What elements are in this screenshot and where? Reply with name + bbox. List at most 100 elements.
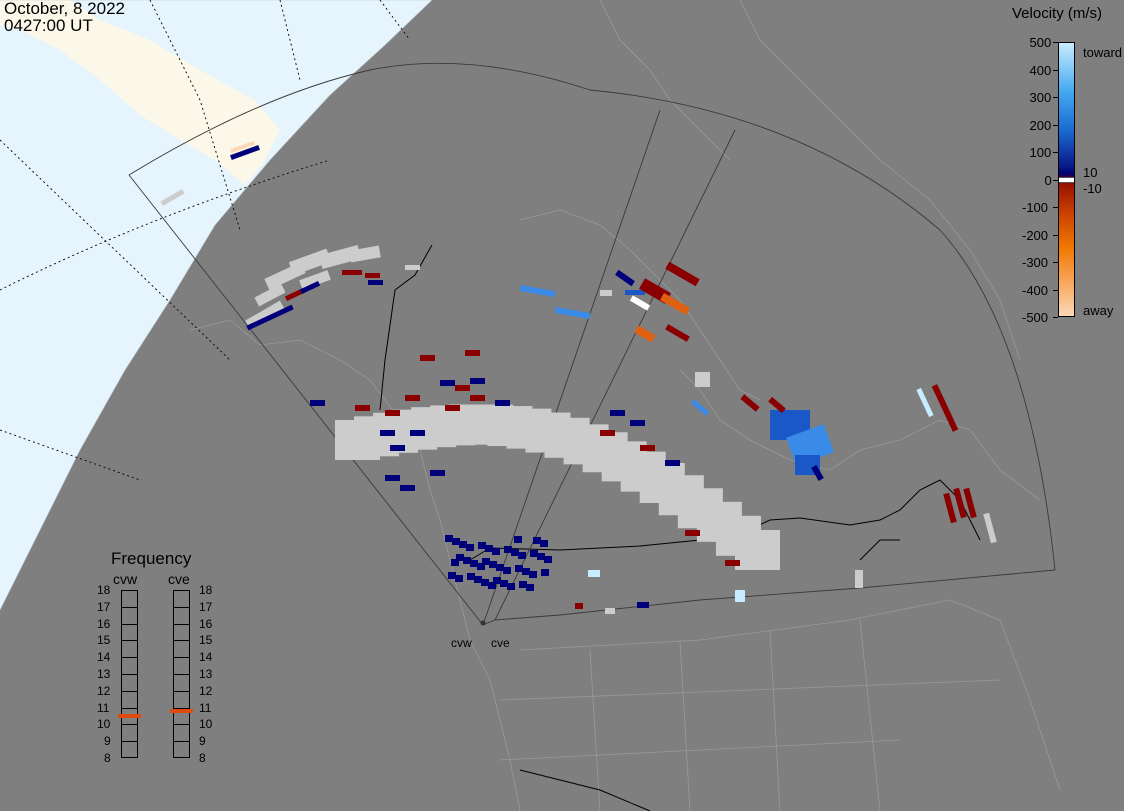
- velocity-cell: [554, 307, 591, 319]
- velocity-cell: [529, 571, 537, 578]
- colorbar-tick-mark: [1053, 289, 1058, 291]
- frequency-grid-line: [121, 741, 138, 743]
- velocity-cell: [448, 572, 456, 579]
- frequency-tick-left: 15: [97, 633, 111, 648]
- velocity-cell: [400, 485, 415, 491]
- velocity-cell: [488, 582, 496, 589]
- velocity-cell: [385, 475, 400, 481]
- velocity-cell: [665, 261, 700, 287]
- velocity-cell: [470, 378, 485, 384]
- velocity-cell: [385, 410, 400, 416]
- frequency-tick-right: 17: [199, 599, 213, 614]
- velocity-cell: [931, 384, 959, 432]
- colorbar: [1058, 42, 1075, 317]
- colorbar-tick-label: 400: [1029, 62, 1052, 78]
- colorbar-tick-mark: [1053, 262, 1058, 263]
- velocity-cell: [470, 560, 478, 567]
- frequency-grid-line: [173, 690, 190, 692]
- velocity-cell: [440, 380, 455, 386]
- velocity-cell: [943, 492, 957, 524]
- velocity-cell: [299, 281, 321, 294]
- frequency-grid-line: [121, 707, 138, 709]
- colorbar-tick-mark: [1053, 152, 1058, 153]
- velocity-cell: [735, 590, 745, 602]
- velocity-cell: [600, 290, 612, 296]
- frequency-tick-left: 11: [97, 700, 110, 715]
- velocity-cell: [482, 558, 490, 565]
- velocity-cell: [230, 145, 260, 160]
- velocity-cell: [463, 557, 471, 564]
- velocity-cell: [459, 541, 467, 548]
- frequency-tick-left: 10: [97, 717, 111, 732]
- velocity-cell: [495, 400, 510, 406]
- velocity-cell: [640, 445, 655, 451]
- radar-site-label-cvw: cvw: [451, 636, 472, 650]
- time-label: 0427:00 UT: [4, 16, 93, 35]
- frequency-grid-line: [173, 623, 190, 625]
- velocity-cell: [634, 325, 656, 343]
- velocity-cell: [254, 283, 286, 307]
- frequency-grid-line: [173, 640, 190, 642]
- frequency-grid-line: [173, 724, 190, 726]
- velocity-cell: [515, 565, 523, 572]
- velocity-cell: [695, 372, 710, 387]
- velocity-cell: [685, 530, 700, 536]
- velocity-cell: [420, 355, 435, 361]
- colorbar-tick-label: -300: [1022, 255, 1049, 270]
- frequency-grid-line: [173, 657, 190, 659]
- velocity-cell: [445, 405, 460, 411]
- velocity-cell: [300, 260, 308, 265]
- frequency-grid-line: [173, 674, 190, 675]
- colorbar-tick-label: -100: [1022, 200, 1049, 215]
- frequency-tick-left: 17: [97, 599, 111, 614]
- velocity-cell: [625, 290, 645, 295]
- velocity-cell: [299, 270, 331, 290]
- velocity-cell: [983, 512, 997, 544]
- velocity-cell: [530, 550, 538, 557]
- velocity-cell: [665, 324, 690, 342]
- velocity-cell: [522, 568, 530, 575]
- velocity-cell: [514, 536, 522, 543]
- velocity-cells: [160, 140, 997, 614]
- colorbar-zero-band: [1059, 177, 1074, 183]
- borders: [379, 244, 981, 811]
- velocity-cell: [630, 420, 645, 426]
- frequency-title: Frequency: [111, 549, 192, 568]
- frequency-grid-line: [173, 606, 190, 608]
- frequency-radar-label-cvw: cvw: [113, 571, 138, 587]
- velocity-cell: [600, 430, 615, 436]
- frequency-tick-right: 8: [199, 751, 206, 765]
- velocity-cell: [665, 460, 680, 466]
- velocity-cell: [451, 559, 459, 566]
- velocity-cell: [445, 535, 453, 542]
- frequency-tick-right: 18: [199, 583, 213, 597]
- velocity-cell: [342, 270, 362, 275]
- frequency-grid-line: [121, 606, 138, 608]
- velocity-cell: [637, 602, 649, 608]
- velocity-cell: [455, 575, 463, 582]
- frequency-grid-line: [121, 640, 138, 642]
- velocity-cell: [310, 400, 325, 406]
- frequency-grid-line: [173, 741, 190, 743]
- velocity-cell: [511, 549, 519, 556]
- timestamp: October, 8 2022 0427:00 UT: [4, 0, 125, 34]
- velocity-cell: [368, 280, 383, 285]
- negative-threshold-label: -10: [1083, 181, 1102, 196]
- frequency-tick-right: 15: [199, 633, 213, 648]
- velocity-cell: [500, 580, 508, 587]
- velocity-cell: [519, 581, 527, 588]
- radar-site-label-cve: cve: [491, 636, 510, 650]
- colorbar-tick-mark: [1053, 69, 1058, 71]
- velocity-cell: [575, 603, 583, 609]
- colorbar-tick-label: 0: [1044, 172, 1052, 188]
- coastlines: [189, 0, 1061, 811]
- colorbar-tick-label: 200: [1029, 117, 1052, 133]
- velocity-cell: [284, 288, 306, 301]
- colorbar-tick-mark: [1053, 179, 1058, 181]
- velocity-cell: [405, 395, 420, 401]
- velocity-cell: [455, 385, 470, 391]
- velocity-cell: [466, 544, 474, 551]
- date-label: October, 8 2022: [4, 0, 125, 18]
